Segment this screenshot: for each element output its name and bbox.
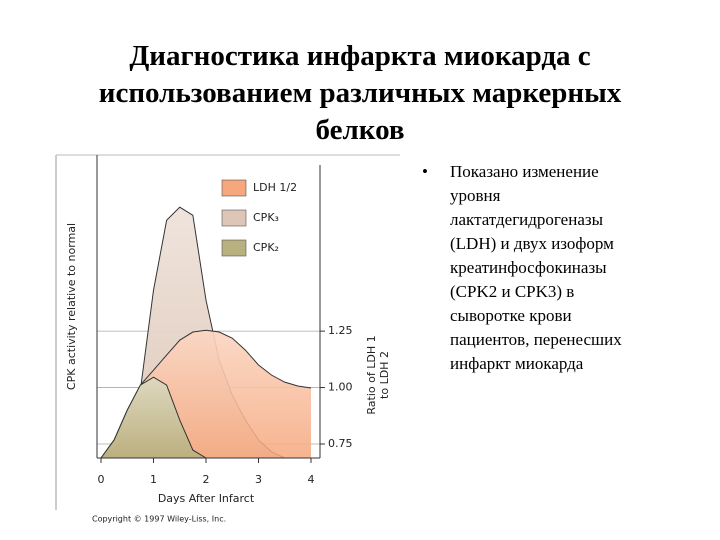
x-tick-label: 4 (308, 473, 315, 486)
bullet-line: (CPK2 и CPK3) в (450, 282, 575, 301)
copyright: Copyright © 1997 Wiley-Liss, Inc. (92, 515, 226, 524)
x-tick-label: 3 (255, 473, 262, 486)
legend-swatch (221, 179, 247, 197)
bullet-line: уровня (450, 186, 501, 205)
x-tick-label: 1 (150, 473, 157, 486)
y2-tick-label: 1.00 (328, 381, 353, 394)
legend-label: CPK₃ (253, 211, 279, 224)
y-axis-label: CPK activity relative to normal (65, 223, 78, 390)
title-line: использованием различных маркерных (98, 77, 622, 109)
y2-axis-label: to LDH 2 (378, 351, 391, 399)
bullet-line: сыворотке крови (450, 306, 572, 325)
x-tick-label: 0 (98, 473, 105, 486)
area-shade (101, 377, 206, 458)
y2-tick-label: 0.75 (328, 437, 353, 450)
bullet-line: (LDH) и двух изоформ (450, 234, 614, 253)
y2-tick-label: 1.25 (328, 324, 353, 337)
series-line (100, 376, 207, 459)
legend-swatch (221, 209, 247, 227)
bullet-line: креатинфосфокиназы (450, 258, 607, 277)
y2-axis-label: Ratio of LDH 1 (365, 335, 378, 414)
x-axis-label: Days After Infarct (158, 492, 255, 505)
bullet-line: пациентов, перенесших (450, 330, 622, 349)
legend-label: LDH 1/2 (253, 181, 297, 194)
x-tick-label: 2 (203, 473, 210, 486)
legend-swatch (221, 239, 247, 257)
legend-label: CPK₂ (253, 241, 279, 254)
bullet-line: инфаркт миокарда (450, 354, 584, 373)
bullet-text: Показано изменение уровня лактатдегидроген… (450, 160, 622, 376)
title-line: белков (315, 114, 405, 146)
bullet-line: лактатдегидрогеназы (450, 210, 603, 229)
bullet-line: Показано изменение (450, 162, 599, 181)
title-line: Диагностика инфаркта миокарда с (129, 40, 591, 72)
bullet-dot: • (422, 162, 428, 181)
slide-title: Диагностика инфаркта миокарда с использов… (0, 38, 720, 149)
